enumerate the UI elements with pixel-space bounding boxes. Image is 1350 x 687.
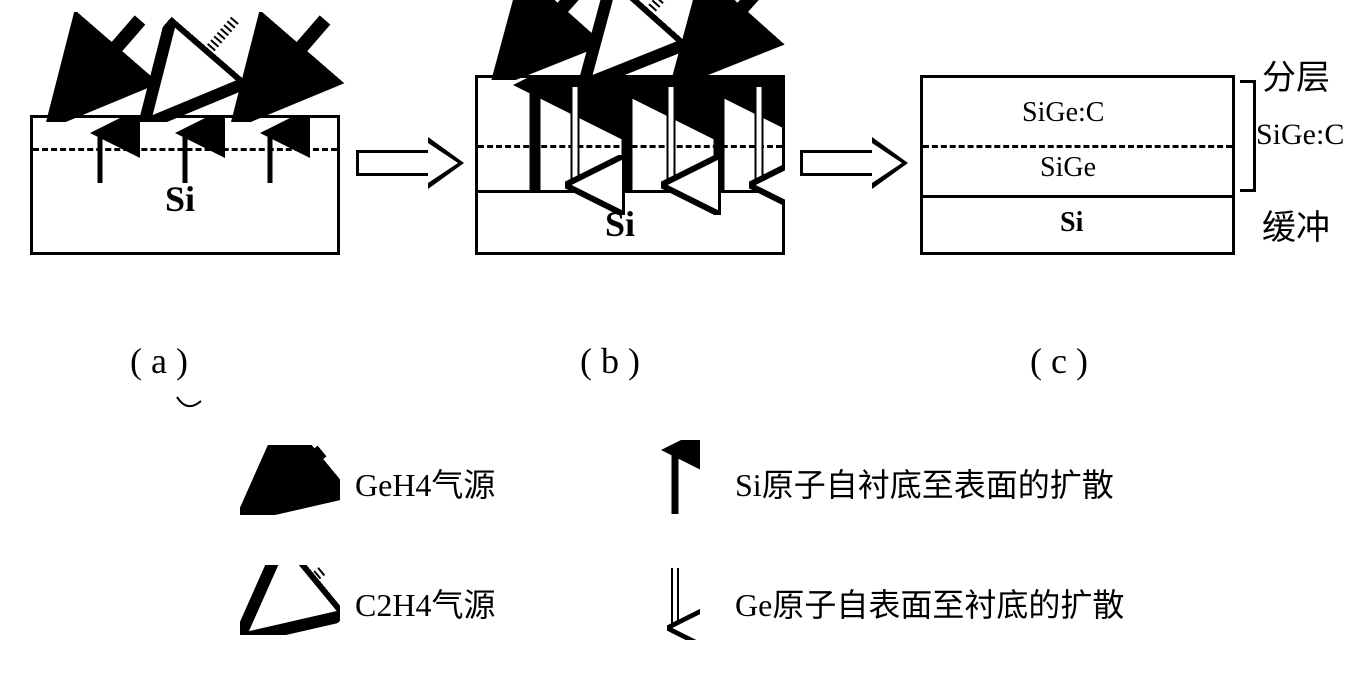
panel-b-income-arrow-3 (665, 0, 785, 80)
panel-c-mid-layer-label: SiGe (1040, 152, 1096, 184)
right-label-sigec: SiGe:C (1256, 118, 1344, 152)
legend-ge-diffusion-arrow-icon (650, 560, 700, 640)
panel-c-bracket (1240, 80, 1256, 192)
legend-si-diffusion-label: Si原子自衬底至表面的扩散 (735, 460, 1114, 506)
panel-b-label: ( b ) (580, 340, 640, 382)
stray-mark-icon (175, 395, 205, 415)
legend-geh4-arrow-icon (240, 445, 340, 515)
panel-c-bottom-layer-label: Si (1060, 207, 1083, 239)
right-label-layered: 分层 (1262, 50, 1330, 99)
diagram-canvas: Si Si (0, 0, 1350, 687)
legend-c2h4-arrow-icon (240, 565, 340, 635)
panel-c-top-layer-label: SiGe:C (1022, 97, 1104, 129)
legend-ge-diffusion-label: Ge原子自表面至衬底的扩散 (735, 580, 1124, 626)
panel-c-solid-line (923, 195, 1232, 198)
panel-c-dashed-line (923, 145, 1232, 148)
legend-geh4-label: GeH4气源 (355, 460, 495, 506)
panel-b-internal-arrows (475, 75, 785, 255)
legend-c2h4-label: C2H4气源 (355, 580, 495, 626)
panel-a-up-arrows (30, 115, 340, 255)
panel-a-income-arrow-3 (225, 12, 345, 122)
right-label-buffer: 缓冲 (1262, 200, 1330, 249)
panel-c-label: ( c ) (1030, 340, 1088, 382)
panel-a-label: ( a ) (130, 340, 188, 382)
legend-si-diffusion-arrow-icon (650, 440, 700, 520)
